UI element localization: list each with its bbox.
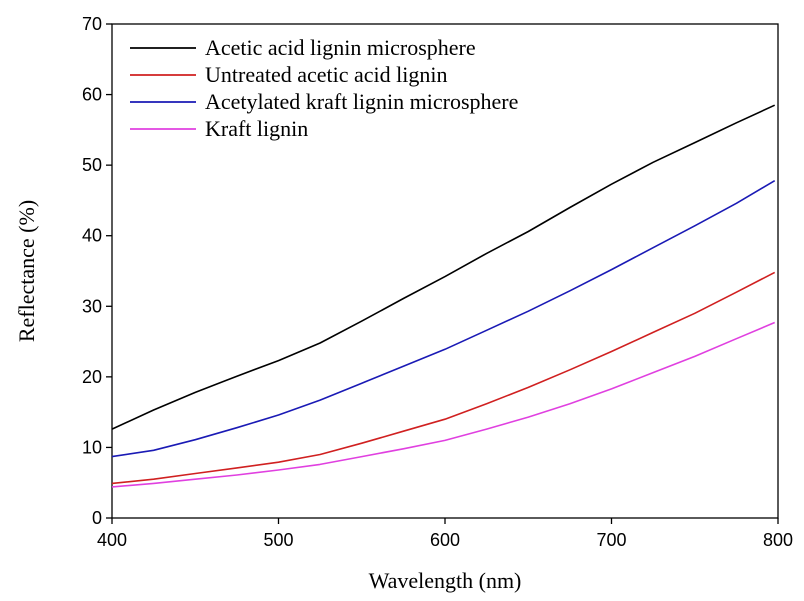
y-tick-label: 0 <box>92 508 102 528</box>
x-axis-ticks: 400 500 600 700 800 <box>97 518 793 550</box>
legend-label-4: Kraft lignin <box>205 116 308 141</box>
x-tick-label: 500 <box>263 530 293 550</box>
legend-label-3: Acetylated kraft lignin microsphere <box>205 89 518 114</box>
y-axis-title: Reflectance (%) <box>14 200 39 342</box>
legend-label-1: Acetic acid lignin microsphere <box>205 35 476 60</box>
x-axis-title: Wavelength (nm) <box>369 568 522 593</box>
y-tick-label: 30 <box>82 296 102 316</box>
y-tick-label: 40 <box>82 226 102 246</box>
series-lines <box>111 104 776 488</box>
legend-label-2: Untreated acetic acid lignin <box>205 62 448 87</box>
series-line-2 <box>111 271 776 485</box>
series-line-4 <box>111 321 776 488</box>
y-tick-label: 50 <box>82 155 102 175</box>
y-tick-label: 60 <box>82 85 102 105</box>
x-tick-label: 600 <box>430 530 460 550</box>
legend: Acetic acid lignin microsphereUntreated … <box>130 35 518 141</box>
series-line-1 <box>111 104 776 430</box>
x-tick-label: 800 <box>763 530 793 550</box>
y-tick-label: 20 <box>82 367 102 387</box>
y-axis-ticks: 0 10 20 30 40 50 60 70 <box>82 14 112 528</box>
y-tick-label: 70 <box>82 14 102 34</box>
x-tick-label: 400 <box>97 530 127 550</box>
x-tick-label: 700 <box>596 530 626 550</box>
series-line-3 <box>111 180 776 458</box>
y-tick-label: 10 <box>82 437 102 457</box>
